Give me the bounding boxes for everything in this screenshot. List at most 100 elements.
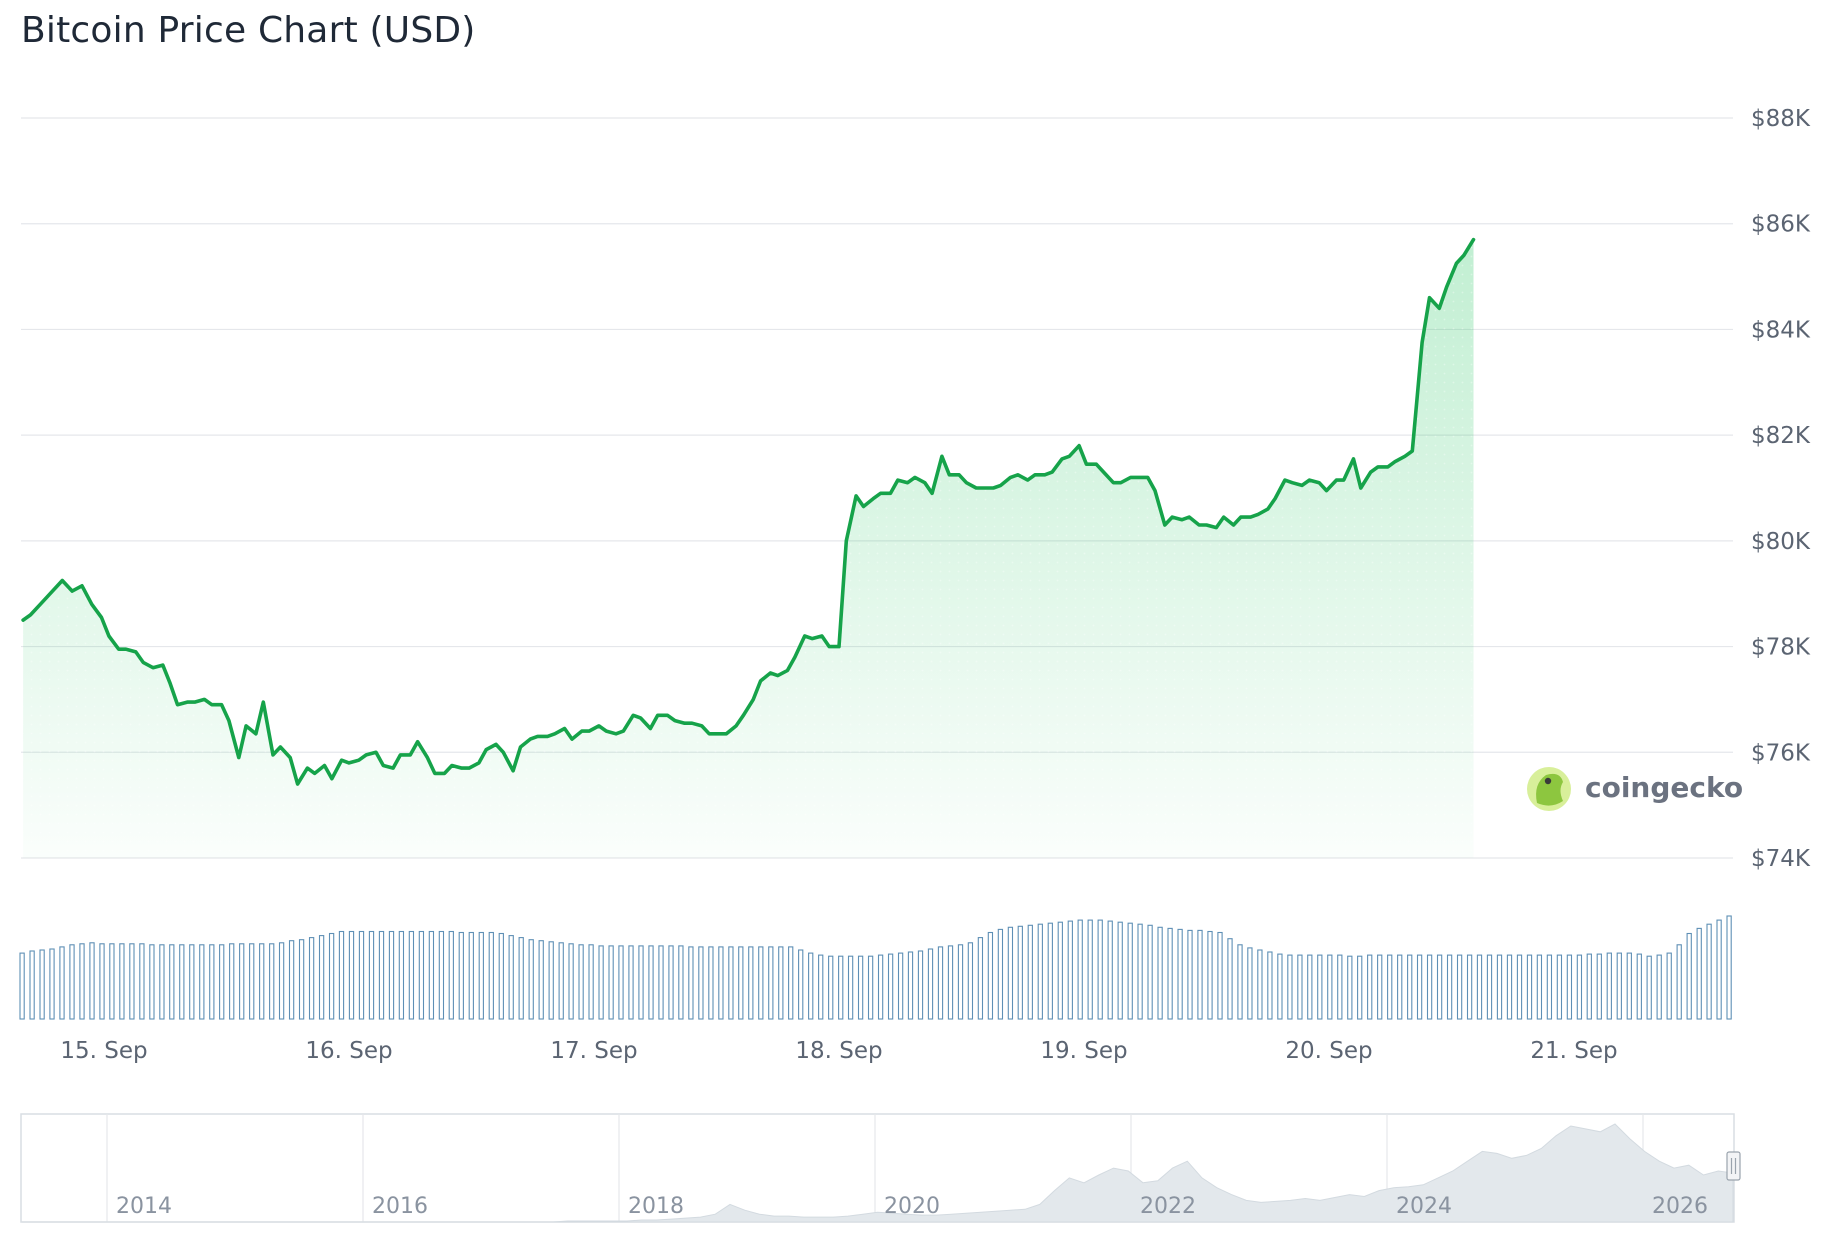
volume-bar [318, 935, 325, 1020]
volume-bar [847, 955, 854, 1020]
volume-bar [1297, 954, 1303, 1020]
volume-bar [1446, 954, 1453, 1020]
volume-bar [867, 955, 874, 1020]
price-line-group[interactable] [21, 237, 1476, 786]
volume-bar [1077, 919, 1083, 1020]
volume-bar [1127, 922, 1133, 1020]
volume-bar [668, 945, 674, 1020]
volume-bar [1117, 921, 1123, 1020]
volume-bar [1596, 953, 1602, 1020]
y-axis-labels: $74K $76K $78K $80K $82K $84K $86K $88K [1751, 106, 1811, 872]
volume-bar [1387, 954, 1393, 1020]
volume-bar [1566, 954, 1573, 1020]
volume-bar [688, 946, 694, 1020]
x-tick-label: 18. Sep [795, 1038, 882, 1064]
volume-bar [678, 945, 684, 1020]
volume-bar [1506, 954, 1513, 1020]
navigator-year-label: 2018 [628, 1194, 684, 1219]
volume-bar [1456, 954, 1463, 1020]
volume-bar [1227, 938, 1233, 1020]
volume-bar [1626, 952, 1632, 1020]
volume-bar [1636, 953, 1642, 1020]
x-tick-label: 20. Sep [1285, 1038, 1372, 1064]
volume-bar [987, 931, 994, 1020]
volume-bar [1347, 955, 1353, 1020]
price-line[interactable] [21, 237, 1476, 786]
volume-bar [1277, 953, 1283, 1020]
volume-bar [618, 945, 624, 1020]
volume-bar [179, 944, 185, 1020]
navigator-handle-right[interactable] [1726, 1151, 1741, 1181]
volume-bar [1397, 954, 1403, 1020]
volume-bar [129, 943, 135, 1020]
volume-bar [119, 943, 125, 1020]
volume-bar [408, 930, 415, 1020]
volume-bar [1257, 949, 1263, 1020]
volume-bar [857, 955, 864, 1020]
time-navigator[interactable]: 2014 2016 2018 2020 2022 2024 2026 [20, 1113, 1741, 1223]
volume-bar [338, 930, 345, 1020]
coingecko-watermark: coingecko [1527, 767, 1743, 811]
volume-bar [1057, 921, 1063, 1020]
volume-bar [1486, 954, 1493, 1020]
navigator-area [22, 1123, 1734, 1223]
volume-bar [189, 944, 195, 1020]
volume-bar [69, 944, 75, 1020]
y-tick-label: $80K [1751, 529, 1811, 555]
navigator-year-label: 2026 [1652, 1194, 1708, 1219]
x-tick-label: 15. Sep [60, 1038, 147, 1064]
volume-bar [518, 937, 524, 1020]
volume-bar [877, 954, 884, 1020]
volume-bar [269, 943, 275, 1020]
y-tick-label: $86K [1751, 212, 1811, 238]
volume-bar [348, 930, 355, 1020]
y-tick-label: $82K [1751, 423, 1811, 449]
y-tick-label: $78K [1751, 635, 1811, 661]
volume-bar [1616, 952, 1622, 1020]
volume-bar [1167, 927, 1173, 1020]
navigator-year-label: 2016 [372, 1194, 428, 1219]
watermark-text: coingecko [1585, 771, 1743, 804]
volume-bar [1287, 954, 1293, 1020]
volume-bar [798, 949, 804, 1020]
volume-bar [278, 942, 285, 1020]
y-tick-label: $84K [1751, 317, 1811, 343]
volume-bar [388, 930, 395, 1020]
volume-bar [1686, 932, 1692, 1020]
y-tick-label: $88K [1751, 106, 1811, 132]
volume-bar [917, 950, 924, 1020]
volume-bar [249, 943, 255, 1020]
volume-bar [1716, 919, 1722, 1020]
volume-bar [1466, 954, 1473, 1020]
volume-bar [259, 943, 265, 1020]
volume-bar [308, 937, 315, 1020]
volume-bar [1526, 954, 1533, 1020]
volume-bar [1377, 954, 1383, 1020]
volume-bar [907, 951, 914, 1020]
volume-bar [1097, 919, 1103, 1020]
navigator-year-labels: 2014 2016 2018 2020 2022 2024 2026 [116, 1194, 1708, 1219]
volume-bar [528, 939, 534, 1020]
volume-bar [768, 946, 774, 1020]
volume-bar [608, 945, 614, 1020]
x-axis-labels: 15. Sep 16. Sep 17. Sep 18. Sep 19. Sep 20. S… [60, 1038, 1617, 1064]
volume-bar [139, 943, 145, 1020]
volume-bars [19, 915, 1732, 1020]
navigator-year-label: 2020 [884, 1194, 940, 1219]
volume-bar [578, 944, 584, 1020]
volume-bar [1706, 923, 1712, 1020]
volume-bar [1147, 924, 1153, 1020]
volume-bar [1237, 944, 1243, 1020]
volume-bar [378, 930, 385, 1020]
volume-bar [1666, 952, 1672, 1020]
volume-bar [758, 946, 764, 1020]
price-area [23, 239, 1474, 859]
volume-bar [728, 946, 734, 1020]
volume-bar [568, 943, 574, 1020]
volume-bar [1516, 954, 1523, 1020]
volume-bar [438, 930, 445, 1020]
volume-bar [927, 948, 934, 1020]
volume-bar [1426, 954, 1433, 1020]
chart-title: Bitcoin Price Chart (USD) [21, 10, 476, 51]
